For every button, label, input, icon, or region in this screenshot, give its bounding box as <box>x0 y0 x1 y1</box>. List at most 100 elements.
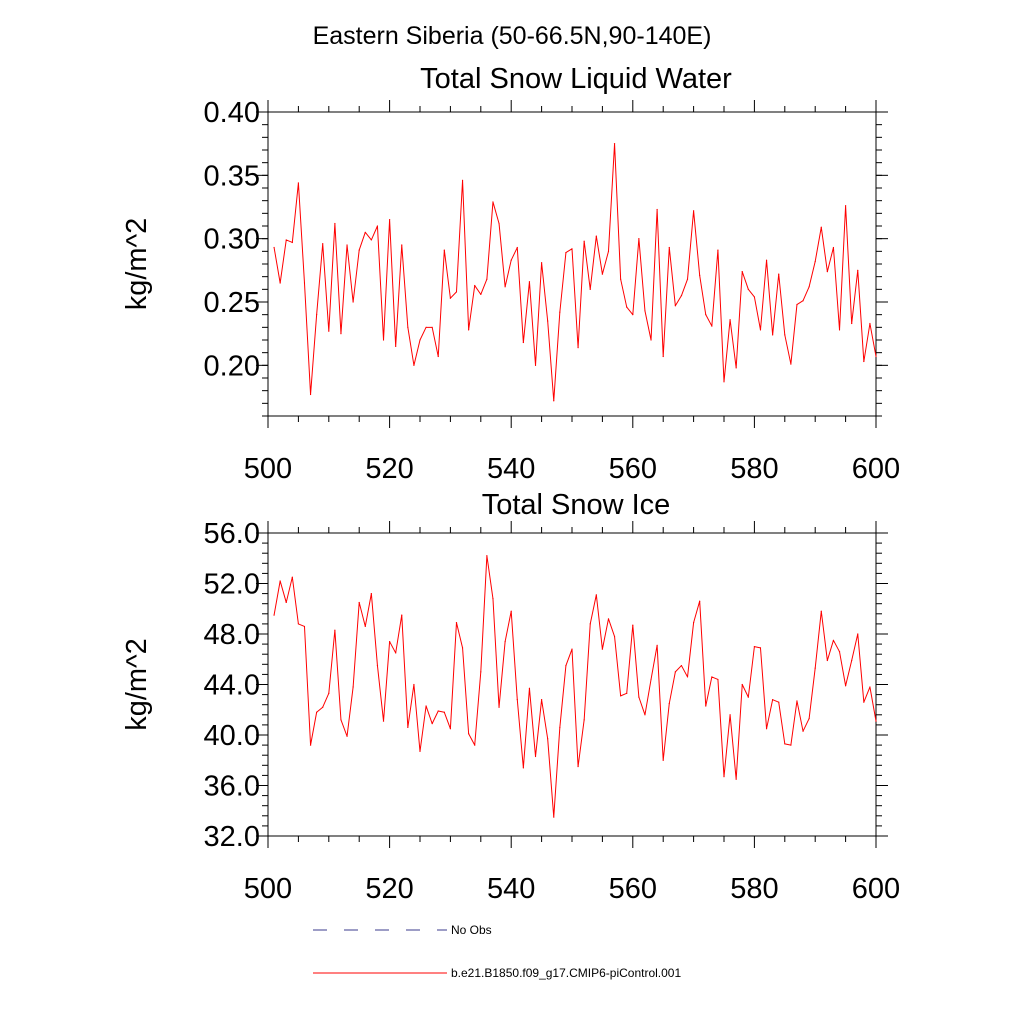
data-point <box>735 778 737 780</box>
data-point <box>686 676 689 678</box>
data-point <box>717 249 719 251</box>
data-point <box>498 222 500 225</box>
data-point <box>279 580 281 582</box>
data-point <box>875 720 877 722</box>
data-point <box>820 610 822 612</box>
plot-panel-liquid-water: Total Snow Liquid Water 500 520 540 560 580 60… <box>121 63 900 485</box>
y-tick-label: 0.25 <box>204 287 260 319</box>
data-point <box>674 671 676 673</box>
data-point <box>808 286 810 288</box>
x-tick-label: 540 <box>487 873 535 905</box>
legend-label-model: b.e21.B1850.f09_g17.CMIP6-piControl.001 <box>451 966 681 980</box>
x-tick-label: 520 <box>365 873 413 905</box>
data-point <box>474 744 476 746</box>
data-point <box>425 326 427 328</box>
data-point <box>662 355 664 358</box>
data-point <box>455 622 458 624</box>
data-point <box>285 601 287 604</box>
data-point <box>297 623 299 625</box>
data-point <box>826 271 828 273</box>
data-point <box>516 246 518 249</box>
plot-panel-snow-ice: Total Snow Ice 500 520 540 560 580 600 32.0 36.0… <box>121 489 900 905</box>
data-point <box>541 262 543 264</box>
data-point <box>547 320 549 322</box>
data-point <box>565 664 567 667</box>
data-point <box>729 714 731 716</box>
data-point <box>699 274 701 276</box>
data-point <box>656 644 658 646</box>
series-line <box>273 143 877 402</box>
x-tick-label: 560 <box>609 873 657 905</box>
y-tick-label: 52.0 <box>204 569 260 601</box>
data-point <box>553 400 555 402</box>
data-point <box>559 311 561 313</box>
data-point <box>431 326 433 328</box>
data-point <box>644 714 646 716</box>
data-point <box>577 347 579 349</box>
data-point <box>802 730 804 732</box>
data-point <box>273 246 275 249</box>
data-point <box>802 300 804 302</box>
data-point <box>401 614 403 616</box>
data-point <box>358 249 360 251</box>
data-point <box>407 726 409 729</box>
data-point <box>522 767 524 769</box>
data-point <box>328 330 330 332</box>
data-point <box>534 755 537 758</box>
data-point <box>723 381 725 383</box>
data-point <box>857 269 859 271</box>
data-point <box>729 319 731 321</box>
data-point <box>759 329 762 331</box>
data-point <box>796 303 798 306</box>
data-point <box>626 692 628 694</box>
data-point <box>334 222 336 225</box>
data-point <box>601 273 604 275</box>
x-tick-label: 500 <box>244 873 292 905</box>
data-point <box>322 706 324 708</box>
data-point <box>364 231 366 233</box>
data-point <box>389 219 391 221</box>
data-point <box>528 281 531 283</box>
y-tick-label: 40.0 <box>204 720 260 752</box>
data-point <box>370 239 372 241</box>
data-point <box>838 329 841 331</box>
data-point <box>747 288 749 290</box>
y-tick-label: 0.30 <box>204 224 260 256</box>
data-point <box>449 728 451 730</box>
y-tick-label: 44.0 <box>204 670 260 702</box>
data-point <box>851 659 853 662</box>
data-point <box>589 288 591 290</box>
x-tick-label: 580 <box>730 873 778 905</box>
data-point <box>553 816 555 818</box>
data-point <box>820 226 822 228</box>
data-point <box>753 296 756 298</box>
data-point <box>316 711 318 713</box>
data-point <box>510 259 512 261</box>
x-tick-label: 500 <box>244 453 292 485</box>
data-point <box>528 687 531 689</box>
data-point <box>680 295 683 297</box>
x-tick-label: 600 <box>852 873 900 905</box>
data-point <box>845 205 847 207</box>
data-point <box>613 143 616 145</box>
data-point <box>510 610 512 612</box>
data-point <box>273 614 275 616</box>
y-tick-label: 36.0 <box>204 771 260 803</box>
data-point <box>437 355 439 358</box>
data-point <box>632 314 634 316</box>
x-tick-label: 540 <box>487 453 535 485</box>
data-point <box>395 345 397 347</box>
data-point <box>875 355 877 358</box>
data-point <box>686 278 689 280</box>
data-point <box>650 339 652 341</box>
y-tick-label: 0.20 <box>204 350 260 382</box>
data-point <box>765 728 768 730</box>
data-point <box>693 210 695 212</box>
data-point <box>778 701 780 703</box>
data-point <box>322 243 324 245</box>
data-point <box>778 273 780 275</box>
data-point <box>291 576 293 578</box>
data-point <box>455 291 458 293</box>
data-point <box>765 259 768 261</box>
